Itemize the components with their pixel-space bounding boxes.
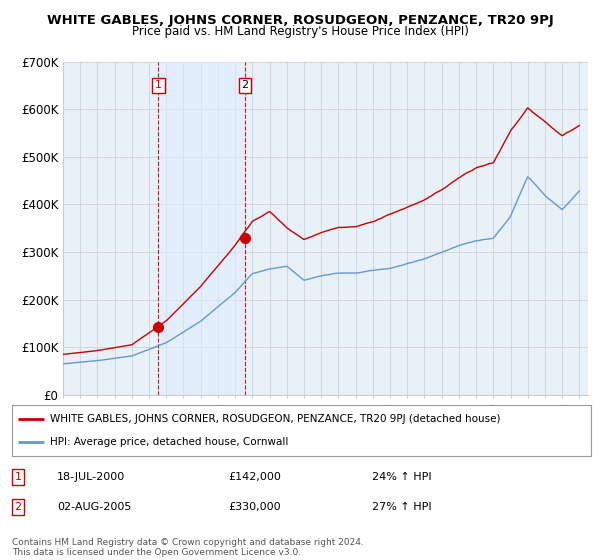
Text: HPI: Average price, detached house, Cornwall: HPI: Average price, detached house, Corn…: [50, 437, 288, 447]
Text: 1: 1: [14, 472, 22, 482]
Text: 2: 2: [14, 502, 22, 512]
Text: 27% ↑ HPI: 27% ↑ HPI: [372, 502, 431, 512]
Text: WHITE GABLES, JOHNS CORNER, ROSUDGEON, PENZANCE, TR20 9PJ: WHITE GABLES, JOHNS CORNER, ROSUDGEON, P…: [47, 14, 553, 27]
Text: 24% ↑ HPI: 24% ↑ HPI: [372, 472, 431, 482]
Text: 1: 1: [155, 81, 162, 90]
Bar: [158, 62, 245, 395]
Text: 2: 2: [242, 81, 248, 90]
Text: Price paid vs. HM Land Registry's House Price Index (HPI): Price paid vs. HM Land Registry's House …: [131, 25, 469, 38]
Text: WHITE GABLES, JOHNS CORNER, ROSUDGEON, PENZANCE, TR20 9PJ (detached house): WHITE GABLES, JOHNS CORNER, ROSUDGEON, P…: [50, 414, 500, 424]
Text: 02-AUG-2005: 02-AUG-2005: [57, 502, 131, 512]
Text: 18-JUL-2000: 18-JUL-2000: [57, 472, 125, 482]
Text: £330,000: £330,000: [228, 502, 281, 512]
Text: £142,000: £142,000: [228, 472, 281, 482]
Text: Contains HM Land Registry data © Crown copyright and database right 2024.
This d: Contains HM Land Registry data © Crown c…: [12, 538, 364, 557]
